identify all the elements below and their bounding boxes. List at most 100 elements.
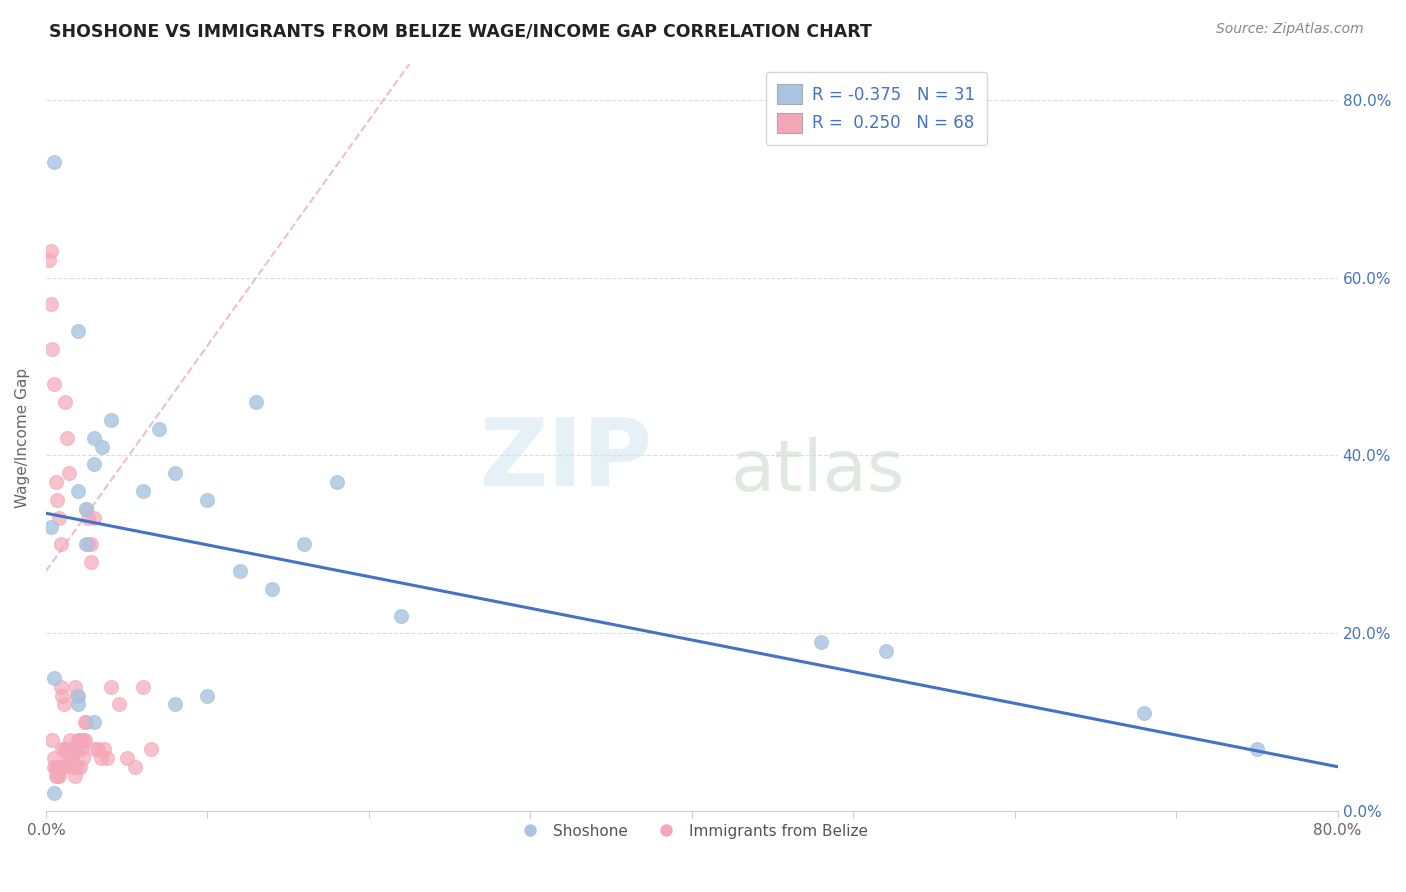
Point [69,733,91,747]
Point [39,244,62,258]
Point [66,689,89,703]
Point [325,475,347,489]
Point [49,537,72,551]
Point [260,582,283,596]
Point [139,742,162,756]
Point [875,644,897,658]
Point [63,680,86,694]
Point [56,431,79,445]
Point [58,466,80,480]
Point [165,466,187,480]
Point [66,760,89,774]
Text: ZIP: ZIP [481,414,652,506]
Point [77,537,100,551]
Point [75,501,97,516]
Point [67,324,90,338]
Point [45,475,67,489]
Point [42,671,65,685]
Point [42,786,65,800]
Point [72,733,94,747]
Point [41,342,63,356]
Point [67,742,90,756]
Point [60,751,83,765]
Point [83,458,105,472]
Point [93,742,115,756]
Point [56,742,79,756]
Point [83,510,105,524]
Point [67,733,90,747]
Point [41,733,63,747]
Point [52,760,75,774]
Point [80,537,103,551]
Point [90,751,112,765]
Point [46,769,69,783]
Point [39,297,62,311]
Point [83,742,105,756]
Point [53,742,76,756]
Point [59,733,82,747]
Text: Source: ZipAtlas.com: Source: ZipAtlas.com [1216,22,1364,37]
Point [62,742,84,756]
Text: atlas: atlas [731,437,905,506]
Point [67,698,90,712]
Point [100,413,122,427]
Point [67,689,90,703]
Point [1246,742,1268,756]
Point [53,395,76,409]
Point [107,698,129,712]
Point [91,440,114,454]
Point [48,760,70,774]
Point [83,715,105,730]
Point [42,751,65,765]
Point [42,760,65,774]
Point [245,395,267,409]
Point [45,769,67,783]
Point [73,715,96,730]
Point [70,742,93,756]
Point [100,680,122,694]
Point [165,698,187,712]
Point [810,635,832,649]
Point [83,431,105,445]
Point [42,154,65,169]
Point [1133,706,1156,721]
Point [132,680,155,694]
Point [80,555,103,569]
Point [59,751,82,765]
Point [49,680,72,694]
Point [45,760,67,774]
Point [38,252,60,267]
Point [70,733,93,747]
Point [75,537,97,551]
Point [75,501,97,516]
Point [67,483,90,498]
Point [48,769,70,783]
Point [51,760,73,774]
Point [72,751,94,765]
Point [115,751,138,765]
Point [228,564,250,578]
Point [132,483,155,498]
Point [73,733,96,747]
Point [48,510,70,524]
Point [58,751,80,765]
Point [197,492,219,507]
Point [75,715,97,730]
Point [62,760,84,774]
Point [63,769,86,783]
Point [51,742,73,756]
Point [52,698,75,712]
Legend: Shoshone, Immigrants from Belize: Shoshone, Immigrants from Belize [509,817,875,845]
Point [51,689,73,703]
Point [46,760,69,774]
Point [86,742,108,756]
Point [148,422,170,436]
Y-axis label: Wage/Income Gap: Wage/Income Gap [15,368,30,508]
Point [77,510,100,524]
Text: SHOSHONE VS IMMIGRANTS FROM BELIZE WAGE/INCOME GAP CORRELATION CHART: SHOSHONE VS IMMIGRANTS FROM BELIZE WAGE/… [49,22,872,40]
Point [39,519,62,533]
Point [60,742,83,756]
Point [46,492,69,507]
Point [197,689,219,703]
Point [69,760,91,774]
